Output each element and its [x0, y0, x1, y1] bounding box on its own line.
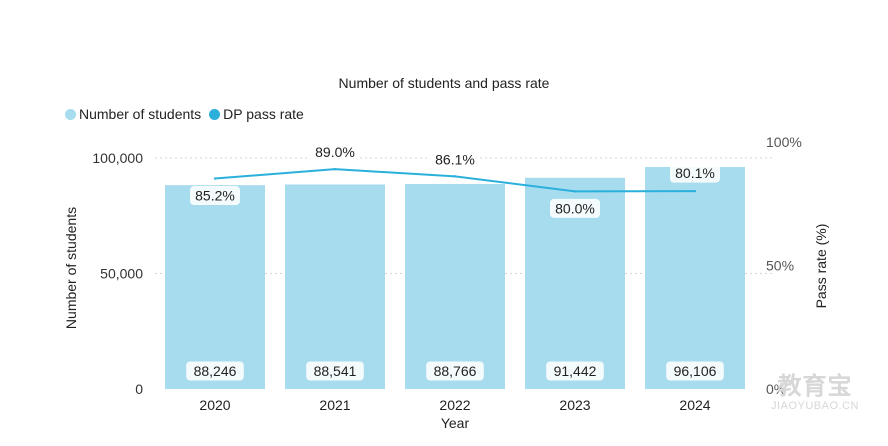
watermark-url: JIAOYUBAO.CN	[771, 400, 859, 412]
pass-rate-point-2024	[693, 189, 697, 193]
pass-rate-label-2022: 86.1%	[435, 151, 475, 167]
y-tick-label-2: 100,000	[92, 150, 143, 166]
bar-value-label-2024: 96,106	[674, 363, 717, 379]
bar-2022	[405, 183, 505, 389]
bar-2020	[165, 185, 265, 389]
y2-tick-label-1: 50%	[766, 258, 794, 274]
x-axis-title: Year	[441, 415, 470, 431]
y-tick-label-1: 50,000	[100, 266, 143, 282]
x-tick-label-2022: 2022	[439, 397, 470, 413]
bar-value-label-2024-bg	[666, 361, 724, 381]
bar-value-label-2020: 88,246	[194, 363, 237, 379]
pass-rate-label-2021-bg	[310, 142, 360, 162]
x-tick-label-2024: 2024	[679, 397, 710, 413]
y-axis-title: Number of students	[63, 207, 79, 329]
pass-rate-label-2023-bg	[550, 198, 600, 218]
pass-rate-label-2020-bg	[190, 186, 240, 206]
legend-dot-pass-rate	[209, 108, 221, 120]
bar-value-label-2023-bg	[546, 361, 604, 381]
pass-rate-label-2022-bg	[430, 149, 480, 169]
legend: Number of students DP pass rate	[65, 106, 312, 122]
x-tick-label-2020: 2020	[199, 397, 230, 413]
bar-value-label-2022: 88,766	[434, 363, 477, 379]
bar-value-label-2021-bg	[306, 361, 364, 381]
pass-rate-point-2022	[453, 175, 457, 178]
legend-item-students[interactable]: Number of students	[65, 106, 201, 122]
chart-title: Number of students and pass rate	[338, 75, 550, 91]
watermark-logo: 教育宝 JIAOYUBAO.CN	[755, 373, 875, 413]
pass-rate-label-2024-bg	[670, 163, 720, 183]
y2-tick-label-2: 100%	[766, 134, 802, 150]
legend-item-pass-rate[interactable]: DP pass rate	[209, 106, 304, 122]
legend-label-students: Number of students	[79, 106, 202, 122]
pass-rate-point-2020	[213, 177, 217, 180]
x-tick-label-2023: 2023	[559, 397, 590, 413]
pass-rate-label-2023: 80.0%	[555, 200, 595, 216]
bar-value-label-2023: 91,442	[554, 363, 597, 379]
pass-rate-point-2021	[333, 167, 337, 171]
x-tick-label-2021: 2021	[319, 397, 350, 413]
pass-rate-label-2021: 89.0%	[315, 144, 355, 160]
y2-axis-title: Pass rate (%)	[813, 224, 829, 309]
legend-label-pass-rate: DP pass rate	[223, 106, 304, 122]
legend-dot-students	[65, 108, 76, 120]
bar-2021	[285, 184, 385, 389]
bar-2024	[645, 166, 745, 389]
bar-value-label-2022-bg	[426, 361, 484, 381]
pass-rate-label-2024: 80.1%	[675, 165, 715, 181]
pass-rate-label-2020: 85.2%	[195, 188, 235, 204]
pass-rate-point-2023	[573, 190, 577, 193]
y2-tick-label-0: 0%	[766, 381, 786, 397]
bar-value-label-2021: 88,541	[314, 363, 357, 379]
bar-value-label-2020-bg	[186, 361, 244, 381]
watermark-text: 教育宝	[777, 373, 853, 400]
y-tick-label-0: 0	[135, 381, 143, 397]
